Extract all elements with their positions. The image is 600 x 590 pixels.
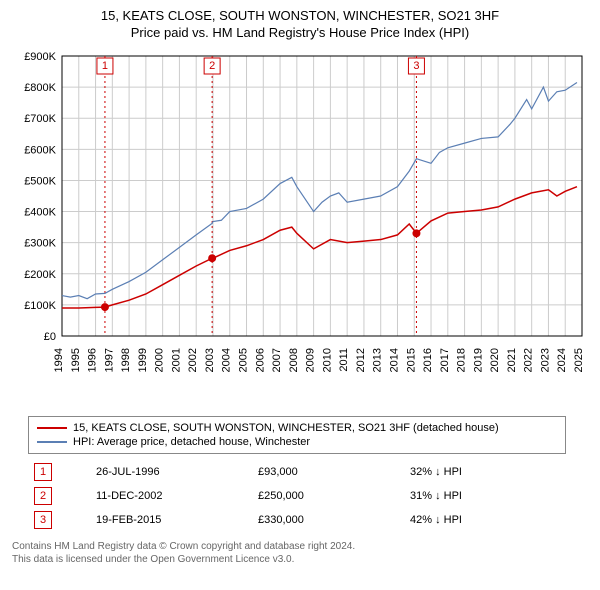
chart-title: 15, KEATS CLOSE, SOUTH WONSTON, WINCHEST… (8, 8, 592, 40)
svg-text:2005: 2005 (238, 348, 250, 372)
legend-swatch-1 (37, 427, 67, 429)
sales-row: 2 11-DEC-2002£250,00031% ↓ HPI (28, 484, 548, 508)
sale-price: £93,000 (252, 460, 404, 484)
svg-text:2017: 2017 (439, 348, 451, 372)
chart-svg: £0 £100K £200K £300K £400K £500K £600K £700K £80… (8, 46, 592, 406)
svg-text:£100K: £100K (24, 300, 56, 312)
svg-text:2019: 2019 (472, 348, 484, 372)
svg-text:2009: 2009 (305, 348, 317, 372)
sale-price: £250,000 (252, 484, 404, 508)
svg-text:£200K: £200K (24, 269, 56, 281)
svg-text:2016: 2016 (422, 348, 434, 372)
svg-text:2023: 2023 (539, 348, 551, 372)
sale-marker-number: 2 (209, 60, 215, 72)
legend-swatch-2 (37, 441, 67, 443)
legend-row-1: 15, KEATS CLOSE, SOUTH WONSTON, WINCHEST… (37, 421, 557, 435)
title-line1: 15, KEATS CLOSE, SOUTH WONSTON, WINCHEST… (8, 8, 592, 23)
legend-label-2: HPI: Average price, detached house, Winc… (73, 436, 310, 448)
legend: 15, KEATS CLOSE, SOUTH WONSTON, WINCHEST… (28, 416, 566, 454)
svg-text:1995: 1995 (70, 348, 82, 372)
svg-text:2010: 2010 (321, 348, 333, 372)
svg-text:1999: 1999 (137, 348, 149, 372)
svg-text:2018: 2018 (456, 348, 468, 372)
sales-row: 1 26-JUL-1996£93,00032% ↓ HPI (28, 460, 548, 484)
sale-date: 11-DEC-2002 (90, 484, 252, 508)
svg-text:2008: 2008 (288, 348, 300, 372)
sale-price: £330,000 (252, 508, 404, 532)
sale-delta: 31% ↓ HPI (404, 484, 548, 508)
svg-text:1998: 1998 (120, 348, 132, 372)
svg-text:2006: 2006 (254, 348, 266, 372)
sale-marker-number: 3 (413, 60, 419, 72)
svg-text:1994: 1994 (53, 348, 65, 372)
legend-label-1: 15, KEATS CLOSE, SOUTH WONSTON, WINCHEST… (73, 422, 499, 434)
svg-text:2001: 2001 (170, 348, 182, 372)
sale-marker-icon: 1 (34, 463, 52, 481)
svg-text:2021: 2021 (506, 348, 518, 372)
sale-dot (101, 304, 108, 311)
svg-text:2013: 2013 (372, 348, 384, 372)
svg-text:2022: 2022 (523, 348, 535, 372)
sale-marker-icon: 2 (34, 487, 52, 505)
sale-date: 26-JUL-1996 (90, 460, 252, 484)
sale-date: 19-FEB-2015 (90, 508, 252, 532)
sale-dot (413, 230, 420, 237)
sales-row: 3 19-FEB-2015£330,00042% ↓ HPI (28, 508, 548, 532)
svg-text:1997: 1997 (103, 348, 115, 372)
svg-text:£0: £0 (44, 331, 56, 343)
sale-marker-icon: 3 (34, 511, 52, 529)
svg-text:2003: 2003 (204, 348, 216, 372)
svg-text:2024: 2024 (556, 348, 568, 372)
svg-text:2007: 2007 (271, 348, 283, 372)
svg-text:2025: 2025 (573, 348, 585, 372)
svg-text:£400K: £400K (24, 207, 56, 219)
svg-text:1996: 1996 (87, 348, 99, 372)
svg-text:2004: 2004 (221, 348, 233, 372)
price-chart: £0 £100K £200K £300K £400K £500K £600K £700K £80… (8, 46, 592, 406)
sales-table: 1 26-JUL-1996£93,00032% ↓ HPI 2 11-DEC-2002… (28, 460, 548, 532)
legend-row-2: HPI: Average price, detached house, Winc… (37, 435, 557, 449)
svg-text:£900K: £900K (24, 51, 56, 63)
svg-text:2012: 2012 (355, 348, 367, 372)
svg-text:£300K: £300K (24, 238, 56, 250)
footnote-line2: This data is licensed under the Open Gov… (12, 553, 592, 566)
footnote: Contains HM Land Registry data © Crown c… (12, 540, 592, 566)
svg-text:£700K: £700K (24, 113, 56, 125)
svg-text:2020: 2020 (489, 348, 501, 372)
sale-marker-number: 1 (102, 60, 108, 72)
svg-text:2011: 2011 (338, 348, 350, 372)
sale-delta: 32% ↓ HPI (404, 460, 548, 484)
svg-text:£600K: £600K (24, 144, 56, 156)
svg-text:2014: 2014 (388, 348, 400, 372)
title-line2: Price paid vs. HM Land Registry's House … (8, 25, 592, 40)
footnote-line1: Contains HM Land Registry data © Crown c… (12, 540, 592, 553)
svg-text:£800K: £800K (24, 82, 56, 94)
sale-dot (209, 255, 216, 262)
sale-delta: 42% ↓ HPI (404, 508, 548, 532)
svg-text:£500K: £500K (24, 175, 56, 187)
svg-text:2015: 2015 (405, 348, 417, 372)
svg-text:2002: 2002 (187, 348, 199, 372)
svg-text:2000: 2000 (154, 348, 166, 372)
